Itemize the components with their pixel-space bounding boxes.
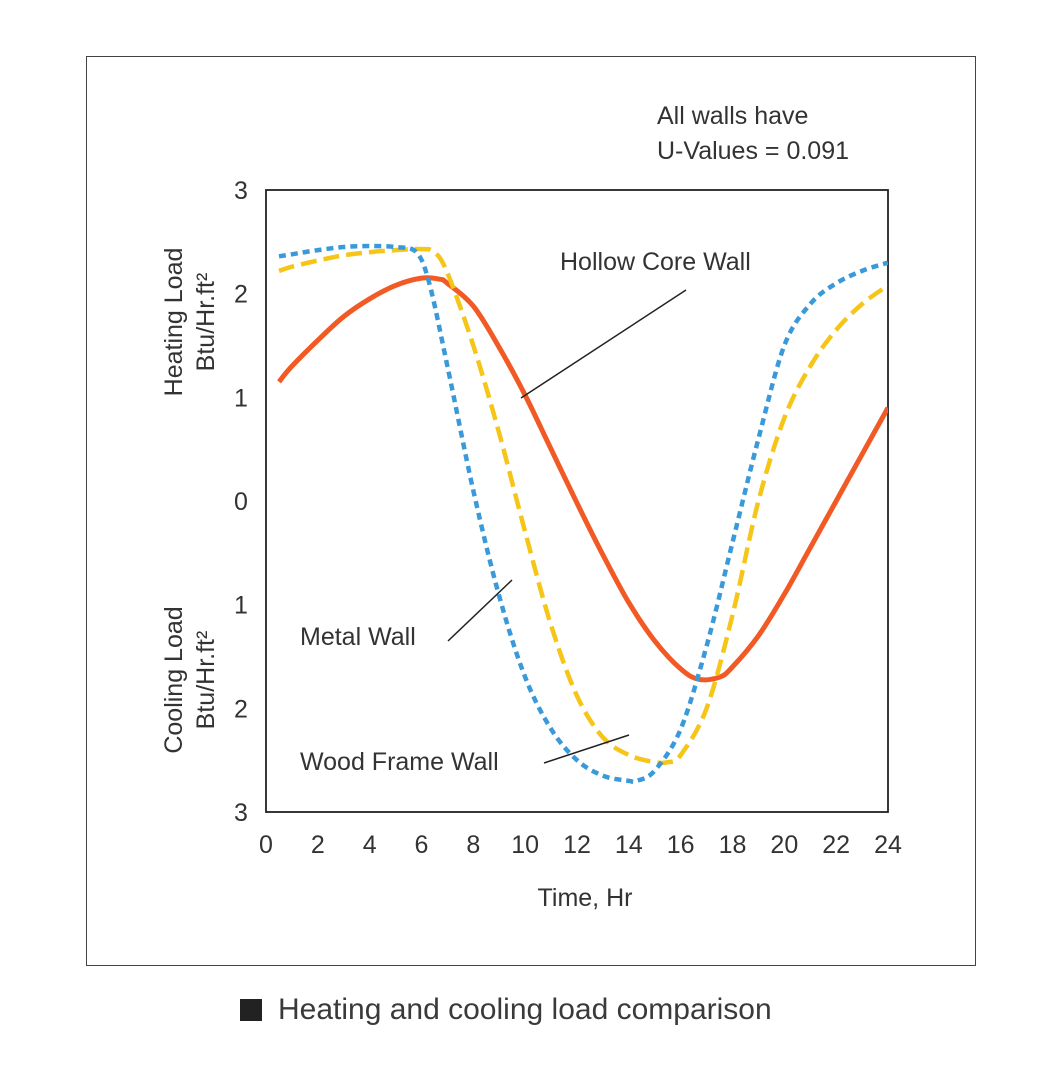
x-tick-label: 0 bbox=[259, 831, 273, 859]
x-tick-label: 16 bbox=[667, 831, 695, 859]
series-layer bbox=[277, 243, 888, 785]
x-tick-label: 24 bbox=[874, 831, 902, 859]
series-line-metal-wall bbox=[278, 243, 888, 785]
y-axis-label-heating-line2: Btu/Hr.ft² bbox=[192, 273, 220, 372]
x-tick-label: 2 bbox=[311, 831, 325, 859]
caption-square-icon bbox=[240, 999, 262, 1021]
x-tick-label: 6 bbox=[415, 831, 429, 859]
annotation-wood-frame: Wood Frame Wall bbox=[300, 734, 630, 776]
y-tick-label: 3 bbox=[234, 799, 248, 827]
y-axis-label-heating: Heating Load Btu/Hr.ft² bbox=[160, 248, 220, 397]
x-tick-label: 14 bbox=[615, 831, 643, 859]
plot-area bbox=[265, 189, 889, 813]
y-tick-label: 0 bbox=[234, 488, 248, 516]
y-tick-label: 2 bbox=[234, 281, 248, 309]
x-tick-label: 10 bbox=[511, 831, 539, 859]
y-tick-label: 1 bbox=[234, 384, 248, 412]
annotation-hollow-core: Hollow Core Wall bbox=[520, 248, 751, 399]
caption-text: Heating and cooling load comparison bbox=[278, 993, 772, 1026]
x-tick-label: 22 bbox=[822, 831, 850, 859]
leader-line-hollow-core bbox=[520, 289, 687, 399]
x-tick-label: 8 bbox=[466, 831, 480, 859]
u-value-note: All walls have U-Values = 0.091 bbox=[657, 102, 849, 165]
figure-caption: Heating and cooling load comparison bbox=[240, 988, 772, 1032]
leader-line-metal-wall bbox=[447, 579, 513, 642]
x-tick-label: 18 bbox=[719, 831, 747, 859]
annotation-hollow-core-label: Hollow Core Wall bbox=[560, 248, 751, 276]
y-tick-label: 2 bbox=[234, 695, 248, 723]
series-line-hollow-core-wall bbox=[277, 275, 888, 683]
chart-frame bbox=[86, 56, 976, 966]
y-axis-label-cooling: Cooling Load Btu/Hr.ft² bbox=[160, 606, 220, 753]
y-tick-labels: 3 2 1 0 1 2 3 bbox=[234, 177, 248, 827]
note-line1: All walls have bbox=[657, 102, 808, 130]
series-line-wood-frame-wall bbox=[278, 246, 888, 766]
leader-line-wood-frame bbox=[543, 734, 630, 764]
y-tick-label: 3 bbox=[234, 177, 248, 205]
annotation-metal-wall-label: Metal Wall bbox=[300, 623, 416, 651]
x-tick-label: 4 bbox=[363, 831, 377, 859]
x-tick-label: 12 bbox=[563, 831, 591, 859]
x-axis-label: Time, Hr bbox=[538, 884, 633, 912]
annotation-metal-wall: Metal Wall bbox=[300, 579, 513, 651]
y-tick-label: 1 bbox=[234, 592, 248, 620]
y-axis-label-cooling-line2: Btu/Hr.ft² bbox=[192, 631, 220, 730]
x-tick-labels: 0 2 4 6 8 10 12 14 16 18 20 22 24 bbox=[259, 831, 902, 859]
y-axis-label-cooling-line1: Cooling Load bbox=[160, 606, 188, 753]
note-line2: U-Values = 0.091 bbox=[657, 137, 849, 165]
x-tick-label: 20 bbox=[770, 831, 798, 859]
y-axis-label-heating-line1: Heating Load bbox=[160, 248, 188, 397]
annotation-wood-frame-label: Wood Frame Wall bbox=[300, 748, 499, 776]
